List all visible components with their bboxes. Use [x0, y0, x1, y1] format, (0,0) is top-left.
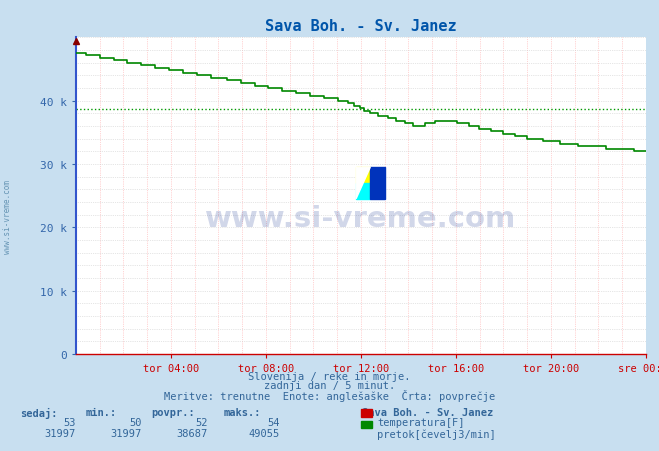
Text: pretok[čevelj3/min]: pretok[čevelj3/min]: [377, 428, 496, 439]
Text: 31997: 31997: [45, 428, 76, 438]
Text: Meritve: trenutne  Enote: anglešaške  Črta: povprečje: Meritve: trenutne Enote: anglešaške Črta…: [164, 389, 495, 401]
Text: 53: 53: [63, 417, 76, 427]
Text: 31997: 31997: [111, 428, 142, 438]
Text: 52: 52: [195, 417, 208, 427]
Text: sedaj:: sedaj:: [20, 407, 57, 418]
Text: temperatura[F]: temperatura[F]: [377, 417, 465, 427]
Text: www.si-vreme.com: www.si-vreme.com: [205, 204, 517, 232]
Text: min.:: min.:: [86, 407, 117, 417]
Text: zadnji dan / 5 minut.: zadnji dan / 5 minut.: [264, 380, 395, 390]
Text: 38687: 38687: [177, 428, 208, 438]
Text: 49055: 49055: [249, 428, 280, 438]
Text: 54: 54: [268, 417, 280, 427]
Bar: [356, 168, 370, 184]
Polygon shape: [356, 168, 370, 199]
Text: povpr.:: povpr.:: [152, 407, 195, 417]
Title: Sava Boh. - Sv. Janez: Sava Boh. - Sv. Janez: [265, 19, 457, 34]
Text: maks.:: maks.:: [224, 407, 262, 417]
Bar: [370, 168, 385, 199]
Text: Sava Boh. - Sv. Janez: Sava Boh. - Sv. Janez: [362, 407, 494, 417]
Bar: [356, 184, 370, 199]
Text: www.si-vreme.com: www.si-vreme.com: [3, 179, 13, 253]
Text: Slovenija / reke in morje.: Slovenija / reke in morje.: [248, 371, 411, 381]
Text: 50: 50: [129, 417, 142, 427]
